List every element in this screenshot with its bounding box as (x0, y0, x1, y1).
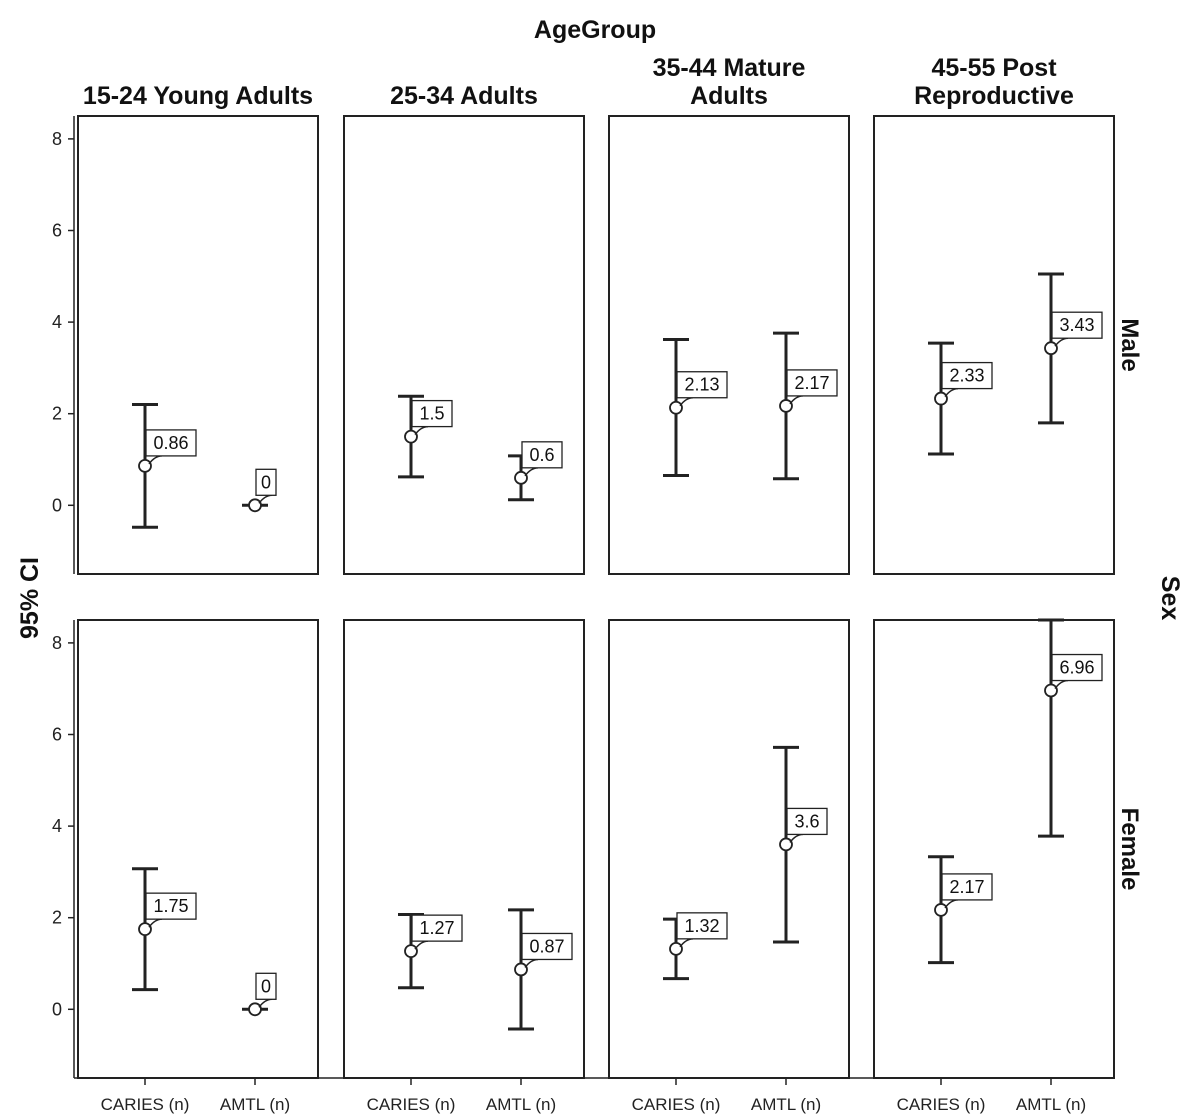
y-tick-label: 0 (52, 999, 62, 1019)
data-label-box (1051, 653, 1103, 682)
mean-point-male-35-44-mature-adults-caries-n (669, 400, 683, 415)
data-label-female-45-55-post-reproductive-amtl-n: 6.96 (1059, 658, 1094, 678)
panel-frame-r1-c2 (343, 115, 585, 575)
mean-point-male-25-34-adults-amtl-n (514, 470, 528, 485)
data-label-box (145, 429, 197, 457)
y-tick-label: 8 (52, 129, 62, 149)
data-label-box (145, 892, 197, 920)
data-label-box (1051, 311, 1103, 339)
row-header-male: Male (1116, 318, 1143, 371)
y-tick-label: 0 (52, 495, 62, 515)
data-label-box (521, 441, 563, 469)
panel-frame-r1-c4 (873, 115, 1115, 575)
panel-frame-r2-c1 (77, 619, 319, 1079)
mean-point-female-45-55-post-reproductive-amtl-n (1044, 683, 1058, 698)
x-tick-label: CARIES (n) (632, 1095, 721, 1114)
data-label-male-25-34-adults-caries-n: 1.5 (419, 404, 444, 424)
mean-point-female-45-55-post-reproductive-caries-n (934, 903, 948, 917)
y-tick-label: 4 (52, 312, 62, 332)
mean-point-male-35-44-mature-adults-amtl-n (779, 399, 793, 413)
data-label-female-45-55-post-reproductive-caries-n: 2.17 (949, 877, 984, 897)
data-label-female-25-34-adults-caries-n: 1.27 (419, 918, 454, 938)
data-label-box (786, 369, 838, 397)
panel-frame-r2-c3 (608, 619, 850, 1079)
y-tick-label: 4 (52, 816, 62, 836)
chart-title: AgeGroup (534, 16, 656, 44)
y-tick-label: 6 (52, 725, 62, 745)
data-label-box (255, 468, 277, 496)
x-tick-label: AMTL (n) (751, 1095, 821, 1114)
data-label-female-35-44-mature-adults-caries-n: 1.32 (684, 916, 719, 936)
data-label-box (411, 914, 463, 942)
x-tick-label: AMTL (n) (486, 1095, 556, 1114)
panel-frame-r1-c3 (608, 115, 850, 575)
data-label-male-25-34-adults-amtl-n: 0.6 (529, 445, 554, 465)
mean-point-male-15-24-young-adults-amtl-n (248, 498, 262, 513)
mean-point-male-45-55-post-reproductive-amtl-n (1044, 341, 1058, 356)
panel-frame-r1-c1 (77, 115, 319, 575)
col-header-4-line2: Reproductive (914, 82, 1074, 110)
y-axis-label: 95% CI (16, 557, 44, 639)
data-label-box (676, 912, 728, 940)
mean-point-male-45-55-post-reproductive-caries-n (934, 391, 948, 406)
mean-point-female-15-24-young-adults-amtl-n (248, 1002, 262, 1017)
col-header-1: 15-24 Young Adults (83, 82, 313, 110)
data-label-box (941, 873, 993, 901)
data-label-box (676, 371, 728, 399)
x-tick-label: AMTL (n) (220, 1095, 290, 1114)
panel-frame-r2-c4 (873, 619, 1115, 1079)
mean-point-female-25-34-adults-amtl-n (514, 962, 528, 977)
mean-point-male-15-24-young-adults-caries-n (138, 459, 152, 473)
row-axis-label: Sex (1156, 576, 1184, 621)
data-label-box (255, 972, 277, 1000)
col-header-3-line1: 35-44 Mature (653, 54, 806, 82)
x-tick-label: CARIES (n) (101, 1095, 190, 1114)
y-tick-label: 2 (52, 404, 62, 424)
data-label-box (786, 807, 828, 836)
mean-point-female-35-44-mature-adults-amtl-n (779, 837, 793, 852)
y-tick-label: 8 (52, 633, 62, 653)
data-label-box (941, 361, 993, 390)
data-label-box (411, 399, 453, 428)
x-tick-label: CARIES (n) (367, 1095, 456, 1114)
data-label-male-45-55-post-reproductive-amtl-n: 3.43 (1059, 315, 1094, 335)
data-label-male-15-24-young-adults-amtl-n: 0 (261, 472, 271, 492)
data-label-male-35-44-mature-adults-caries-n: 2.13 (684, 375, 719, 395)
y-tick-label: 6 (52, 221, 62, 241)
mean-point-male-25-34-adults-caries-n (404, 429, 418, 444)
col-header-4-line1: 45-55 Post (931, 54, 1057, 82)
data-label-male-45-55-post-reproductive-caries-n: 2.33 (949, 366, 984, 386)
x-tick-label: CARIES (n) (897, 1095, 986, 1114)
data-label-box (521, 932, 573, 961)
data-label-female-15-24-young-adults-caries-n: 1.75 (153, 896, 188, 916)
y-tick-label: 2 (52, 908, 62, 928)
mean-point-female-35-44-mature-adults-caries-n (669, 941, 683, 956)
mean-point-female-15-24-young-adults-caries-n (138, 922, 152, 937)
data-label-female-15-24-young-adults-amtl-n: 0 (261, 976, 271, 996)
data-label-male-35-44-mature-adults-amtl-n: 2.17 (794, 373, 829, 393)
data-label-male-15-24-young-adults-caries-n: 0.86 (153, 433, 188, 453)
panel-frame-r2-c2 (343, 619, 585, 1079)
row-header-female: Female (1116, 808, 1143, 891)
data-label-female-35-44-mature-adults-amtl-n: 3.6 (794, 811, 819, 831)
mean-point-female-25-34-adults-caries-n (404, 944, 418, 959)
col-header-3-line2: Adults (690, 82, 768, 110)
col-header-2: 25-34 Adults (390, 82, 538, 110)
x-tick-label: AMTL (n) (1016, 1095, 1086, 1114)
data-label-female-25-34-adults-amtl-n: 0.87 (529, 936, 564, 956)
